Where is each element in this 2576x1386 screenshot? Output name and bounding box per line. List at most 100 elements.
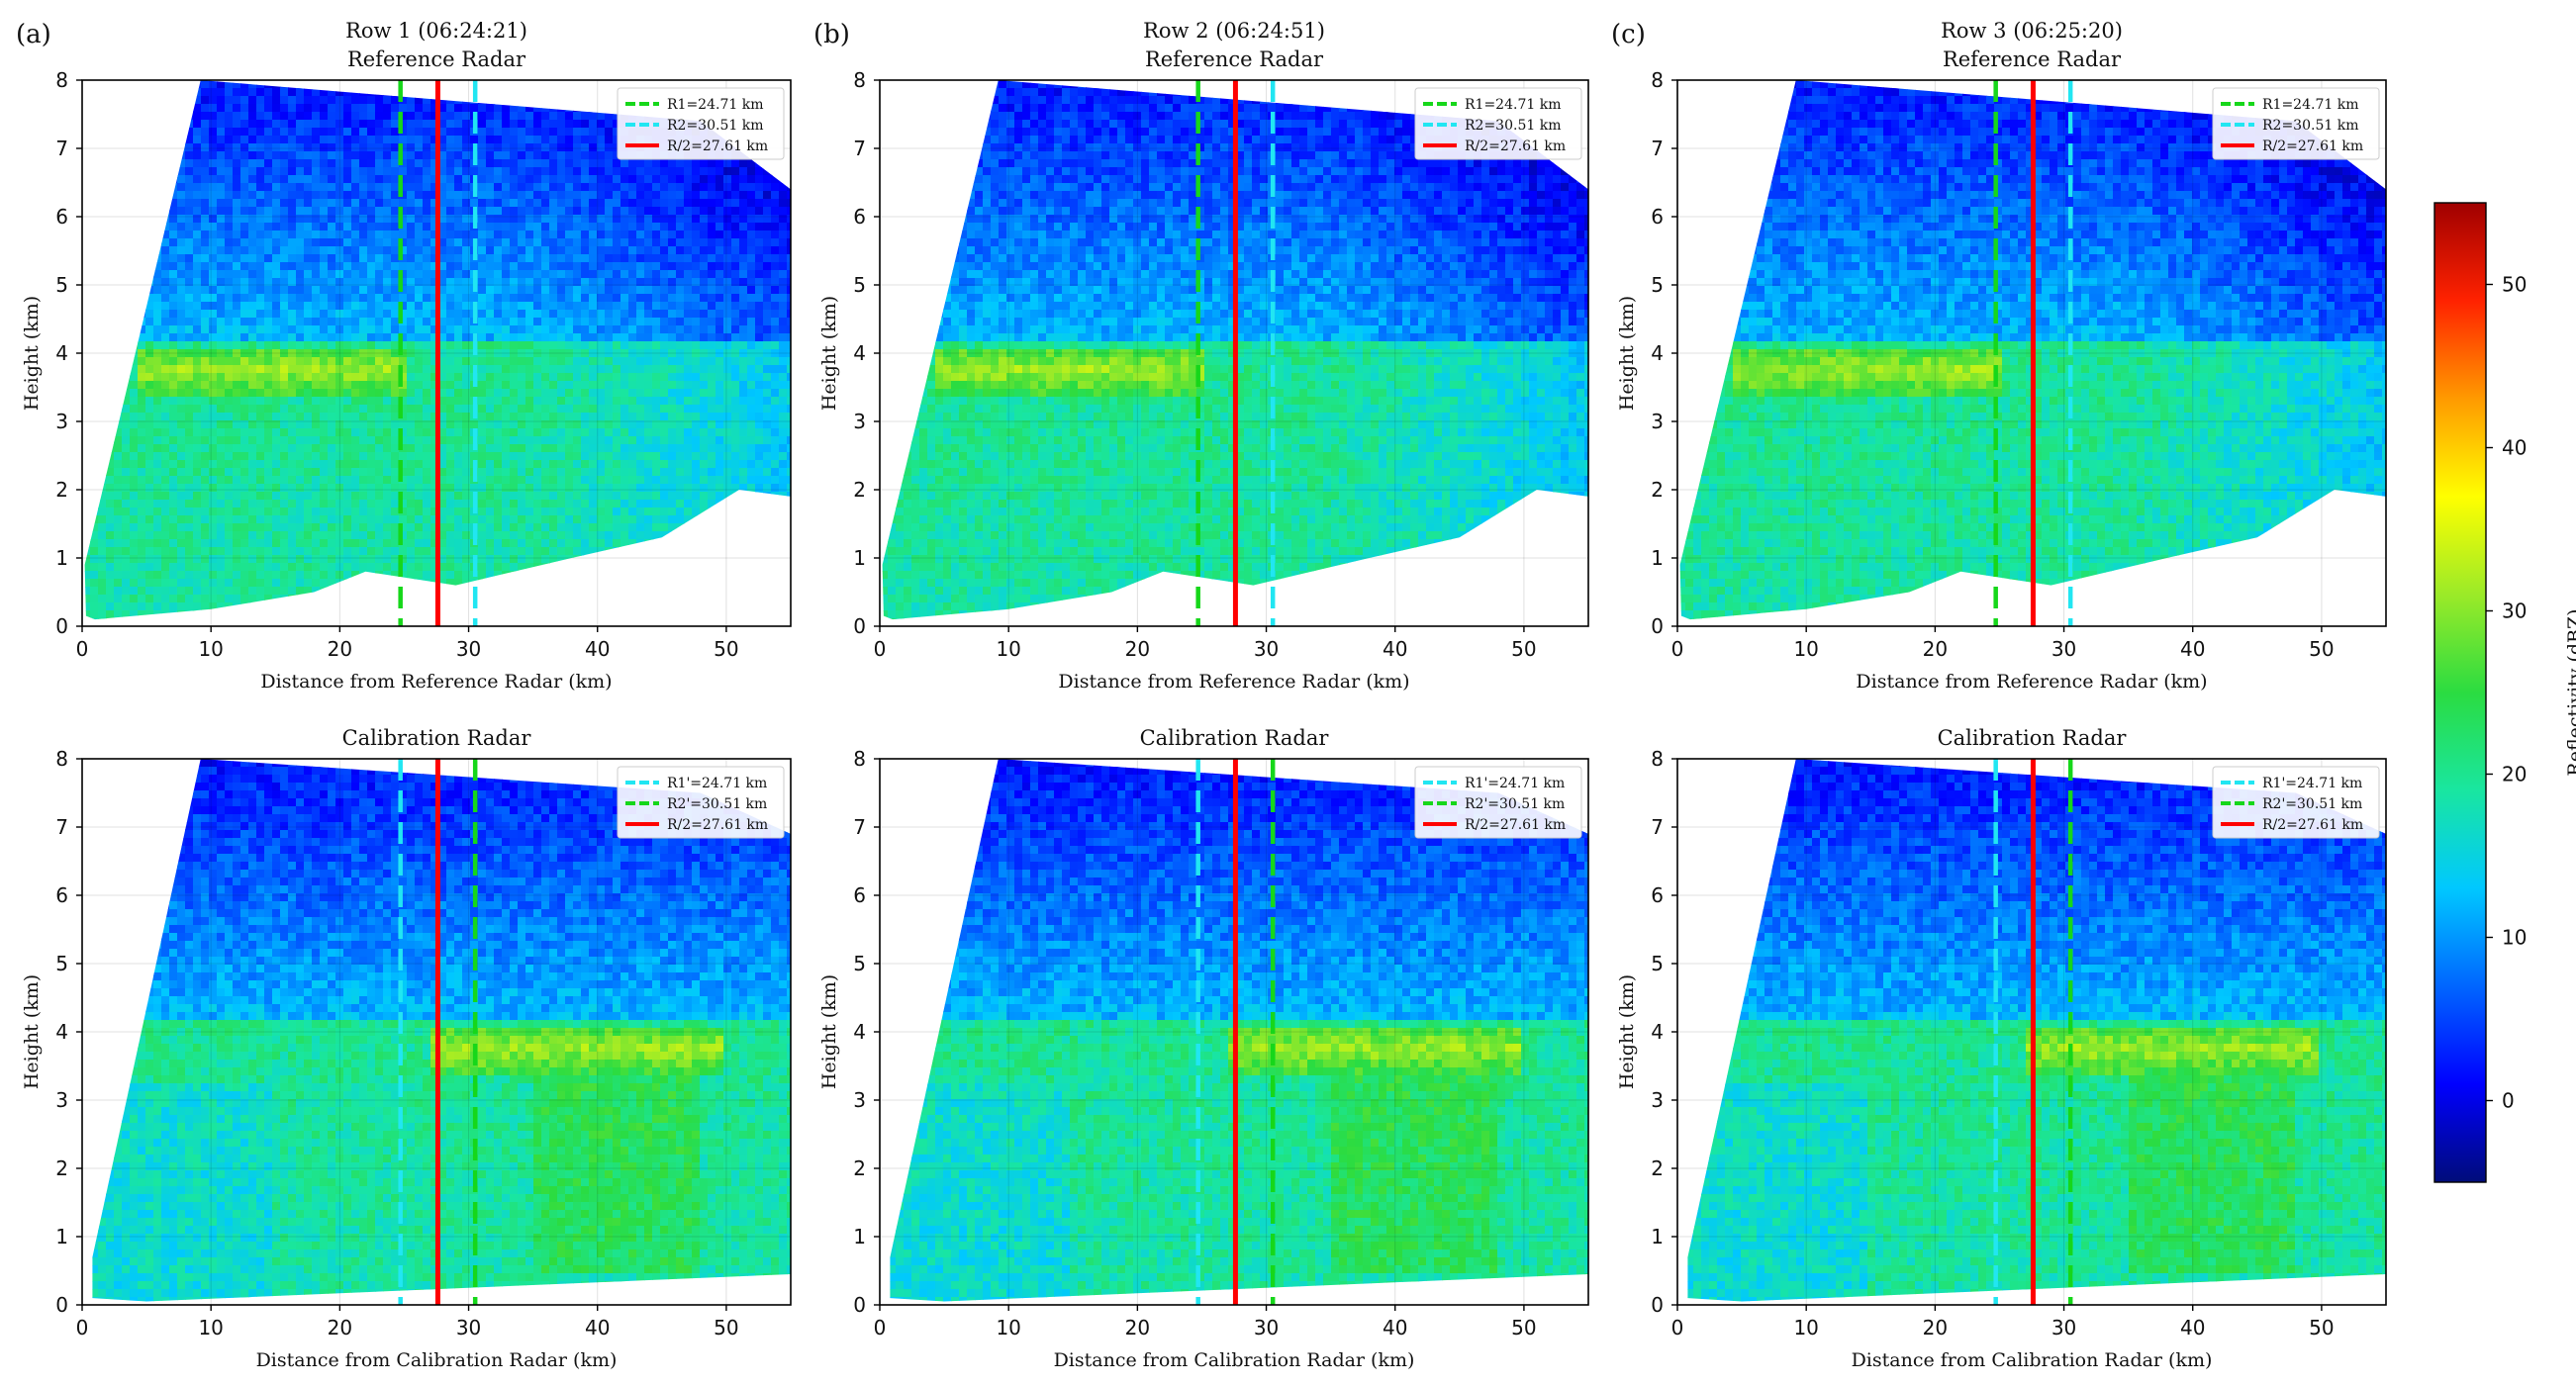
x-tick-label: 20 (1125, 1316, 1150, 1340)
x-tick-label: 40 (1383, 1316, 1407, 1340)
x-tick-label: 10 (1793, 1316, 1818, 1340)
x-tick-label: 30 (2051, 637, 2076, 661)
y-tick-label: 0 (853, 614, 866, 638)
x-tick-label: 30 (1254, 637, 1279, 661)
legend: R1=24.71 km R2=30.51 km R/2=27.61 km (1414, 87, 1582, 160)
x-tick-label: 20 (1125, 637, 1150, 661)
y-tick-label: 5 (853, 952, 866, 975)
x-tick-label: 20 (1923, 1316, 1948, 1340)
y-tick-label: 3 (55, 410, 68, 433)
y-tick-label: 1 (853, 1225, 866, 1248)
y-tick-label: 8 (853, 747, 866, 771)
y-tick-label: 1 (55, 546, 68, 570)
y-tick-label: 1 (55, 1225, 68, 1248)
legend-entry: R/2=27.61 km (667, 139, 768, 154)
legend-entry: R1=24.71 km (1465, 97, 1561, 113)
colorbar-tick-label: 30 (2502, 600, 2527, 623)
y-tick-label: 8 (853, 68, 866, 92)
legend-entry: R2'=30.51 km (1465, 796, 1565, 812)
x-tick-label: 20 (1923, 637, 1948, 661)
y-tick-label: 8 (55, 747, 68, 771)
colorbar-tick-label: 10 (2502, 926, 2527, 950)
y-axis-label: Height (km) (21, 974, 43, 1089)
legend-entry: R2'=30.51 km (667, 796, 767, 812)
y-tick-label: 1 (853, 546, 866, 570)
legend: R1'=24.71 km R2'=30.51 km R/2=27.61 km (1414, 766, 1582, 839)
colorbar-tick-label: 0 (2502, 1089, 2515, 1113)
y-tick-label: 3 (1651, 1088, 1664, 1112)
legend-entry: R1'=24.71 km (1465, 776, 1565, 791)
legend-entry: R/2=27.61 km (1465, 139, 1566, 154)
panel-subtitle: Reference Radar (347, 47, 526, 71)
y-tick-label: 5 (1651, 273, 1664, 297)
x-tick-label: 50 (1511, 637, 1536, 661)
panel-1: 0 10 20 30 40 50 0 1 2 3 4 5 6 7 8 Distance from Refere… (16, 19, 792, 693)
x-tick-label: 50 (714, 637, 738, 661)
y-axis-label: Height (km) (1616, 974, 1638, 1089)
y-tick-label: 5 (853, 273, 866, 297)
x-axis-label: Distance from Reference Radar (km) (260, 671, 612, 693)
x-tick-label: 10 (198, 637, 223, 661)
panel-title: Row 3 (06:25:20) (1941, 19, 2123, 43)
x-tick-label: 10 (996, 1316, 1020, 1340)
legend-entry: R2=30.51 km (1465, 118, 1561, 134)
x-tick-label: 30 (456, 637, 481, 661)
x-tick-label: 20 (328, 637, 352, 661)
y-tick-label: 5 (55, 952, 68, 975)
legend-entry: R1'=24.71 km (2262, 776, 2362, 791)
y-axis-label: Height (km) (818, 974, 840, 1089)
y-tick-label: 3 (853, 410, 866, 433)
y-tick-label: 7 (55, 137, 68, 160)
x-tick-label: 40 (2180, 637, 2205, 661)
x-tick-label: 0 (76, 637, 89, 661)
colorbar-tick-label: 40 (2502, 436, 2527, 460)
y-tick-label: 4 (853, 1020, 866, 1044)
x-tick-label: 40 (585, 1316, 610, 1340)
x-tick-label: 50 (2309, 1316, 2334, 1340)
panel-2: 0 10 20 30 40 50 0 1 2 3 4 5 6 7 8 Distance from Refere… (813, 19, 1589, 693)
y-tick-label: 1 (1651, 1225, 1664, 1248)
y-tick-label: 8 (1651, 68, 1664, 92)
panel-3: 0 10 20 30 40 50 0 1 2 3 4 5 6 7 8 Distance from Refere… (1611, 19, 2387, 693)
y-axis-label: Height (km) (1616, 296, 1638, 411)
x-axis-label: Distance from Reference Radar (km) (1058, 671, 1409, 693)
colorbar: 0 10 20 30 40 50 Reflectivity (dBZ) (2433, 202, 2576, 1183)
panel-subtitle: Reference Radar (1145, 47, 1324, 71)
y-tick-label: 4 (55, 341, 68, 365)
y-tick-label: 3 (55, 1088, 68, 1112)
y-tick-label: 7 (853, 815, 866, 839)
x-tick-label: 0 (1671, 637, 1684, 661)
y-tick-label: 2 (1651, 478, 1664, 502)
y-tick-label: 4 (1651, 341, 1664, 365)
legend-entry: R/2=27.61 km (1465, 817, 1566, 833)
y-tick-label: 6 (853, 205, 866, 229)
y-tick-label: 2 (55, 1156, 68, 1180)
legend-entry: R/2=27.61 km (667, 817, 768, 833)
y-tick-label: 7 (1651, 137, 1664, 160)
legend-entry: R2=30.51 km (667, 118, 763, 134)
x-tick-label: 50 (2309, 637, 2334, 661)
legend-entry: R1=24.71 km (2262, 97, 2358, 113)
y-tick-label: 5 (1651, 952, 1664, 975)
legend-entry: R1=24.71 km (667, 97, 763, 113)
legend: R1=24.71 km R2=30.51 km R/2=27.61 km (617, 87, 785, 160)
y-tick-label: 6 (55, 883, 68, 907)
y-axis-label: Height (km) (21, 296, 43, 411)
x-tick-label: 30 (2051, 1316, 2076, 1340)
panel-title: Row 1 (06:24:21) (345, 19, 527, 43)
panel-label: (b) (813, 20, 850, 49)
x-tick-label: 10 (198, 1316, 223, 1340)
x-tick-label: 40 (2180, 1316, 2205, 1340)
legend-entry: R2=30.51 km (2262, 118, 2358, 134)
y-tick-label: 3 (1651, 410, 1664, 433)
y-tick-label: 4 (853, 341, 866, 365)
y-tick-label: 6 (853, 883, 866, 907)
legend-entry: R1'=24.71 km (667, 776, 767, 791)
legend: R1=24.71 km R2=30.51 km R/2=27.61 km (2212, 87, 2380, 160)
legend: R1'=24.71 km R2'=30.51 km R/2=27.61 km (617, 766, 785, 839)
y-tick-label: 0 (1651, 1293, 1664, 1317)
y-tick-label: 0 (1651, 614, 1664, 638)
x-tick-label: 0 (76, 1316, 89, 1340)
legend-entry: R2'=30.51 km (2262, 796, 2362, 812)
